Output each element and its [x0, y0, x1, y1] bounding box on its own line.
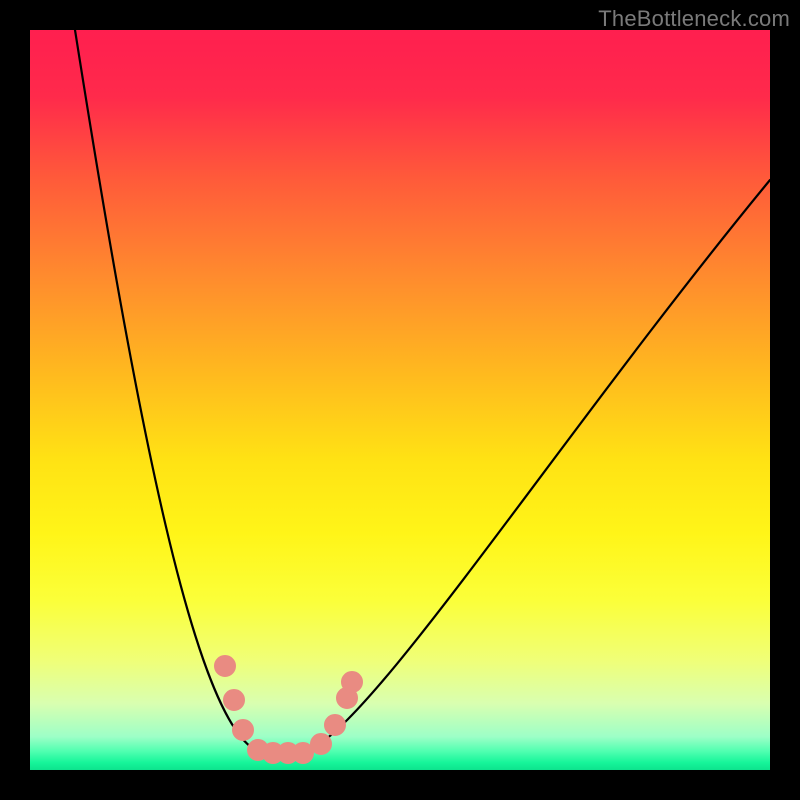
bottleneck-curve-chart: [0, 0, 800, 800]
chart-container: [0, 0, 800, 800]
curve-marker: [233, 720, 254, 741]
curve-marker: [224, 690, 245, 711]
curve-marker: [325, 715, 346, 736]
curve-marker: [311, 734, 332, 755]
curve-marker: [342, 672, 363, 693]
watermark-text: TheBottleneck.com: [598, 6, 790, 32]
curve-marker: [215, 656, 236, 677]
